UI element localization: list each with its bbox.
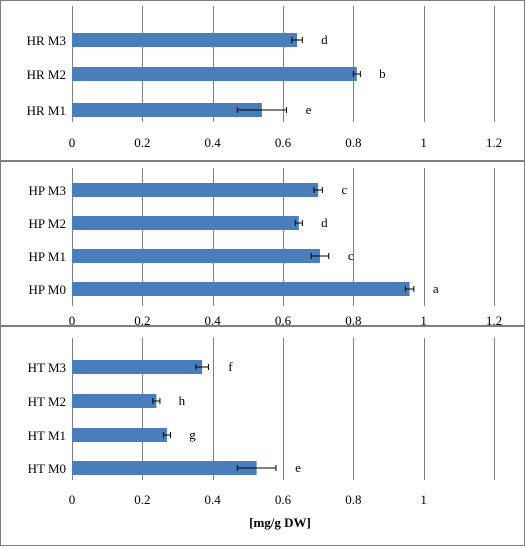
bar — [72, 282, 410, 296]
x-tick-label: 0.6 — [275, 313, 292, 328]
category-label: HP M0 — [29, 282, 66, 297]
x-axis-title: [mg/g DW] — [249, 515, 311, 530]
x-tick-label: 0.2 — [134, 135, 150, 150]
bar — [72, 461, 257, 475]
x-tick-label: 1.2 — [486, 135, 502, 150]
x-tick-label: 1 — [420, 313, 427, 328]
x-tick-label: 0.8 — [345, 313, 361, 328]
x-tick-label: 0.8 — [345, 492, 361, 507]
significance-letter: g — [189, 427, 196, 442]
bar — [72, 394, 157, 408]
x-tick-label: 0.4 — [205, 135, 222, 150]
category-label: HP M1 — [29, 249, 66, 264]
bar — [72, 360, 203, 374]
panel-frame — [0, 0, 525, 161]
bar — [72, 216, 299, 230]
significance-letter: h — [179, 393, 186, 408]
category-label: HR M1 — [27, 103, 66, 118]
significance-letter: a — [433, 281, 439, 296]
significance-letter: c — [341, 182, 347, 197]
x-tick-label: 0.6 — [275, 135, 292, 150]
bar — [72, 67, 357, 81]
x-tick-label: 0.6 — [275, 492, 292, 507]
x-tick-label: 1 — [420, 492, 427, 507]
significance-letter: b — [379, 66, 386, 81]
significance-letter: e — [306, 102, 312, 117]
x-tick-label: 0.2 — [134, 492, 150, 507]
bar — [72, 103, 262, 117]
category-label: HT M0 — [28, 461, 66, 476]
significance-letter: e — [295, 460, 301, 475]
category-label: HT M1 — [28, 428, 66, 443]
significance-letter: c — [348, 248, 354, 263]
panel-frame — [0, 326, 525, 546]
bar — [72, 33, 298, 47]
significance-letter: d — [321, 32, 328, 47]
bar — [72, 183, 319, 197]
x-tick-label: 0.8 — [345, 135, 361, 150]
panel-frame — [0, 161, 525, 326]
x-tick-label: 0 — [69, 313, 76, 328]
significance-letter: f — [228, 359, 233, 374]
x-tick-label: 0.4 — [205, 313, 222, 328]
bar — [72, 249, 320, 263]
x-tick-label: 0 — [69, 492, 76, 507]
chart-panel-2: 0 0.2 0.4 0.6 0.8 1 1.2 HP M3 c HP M2 d HP M1 c HP M0… — [0, 161, 525, 328]
x-tick-label: 0 — [69, 135, 76, 150]
category-label: HP M2 — [29, 216, 66, 231]
category-label: HP M3 — [29, 183, 66, 198]
x-tick-label: 1.2 — [486, 313, 502, 328]
chart-panel-3: 0 0.2 0.4 0.6 0.8 1 HT M3 f HT M2 h HT M1 g HT M0 e [m… — [0, 326, 525, 546]
significance-letter: d — [321, 215, 328, 230]
bar — [72, 428, 167, 442]
x-tick-label: 0.2 — [134, 313, 150, 328]
chart-panel-1: 0 0.2 0.4 0.6 0.8 1 1.2 HR M3 d HR M2 b HR M1 e — [0, 0, 525, 161]
x-tick-label: 0.4 — [205, 492, 222, 507]
category-label: HT M2 — [28, 394, 66, 409]
category-label: HR M2 — [27, 67, 66, 82]
category-label: HR M3 — [27, 33, 66, 48]
x-tick-label: 1 — [420, 135, 427, 150]
category-label: HT M3 — [28, 360, 66, 375]
